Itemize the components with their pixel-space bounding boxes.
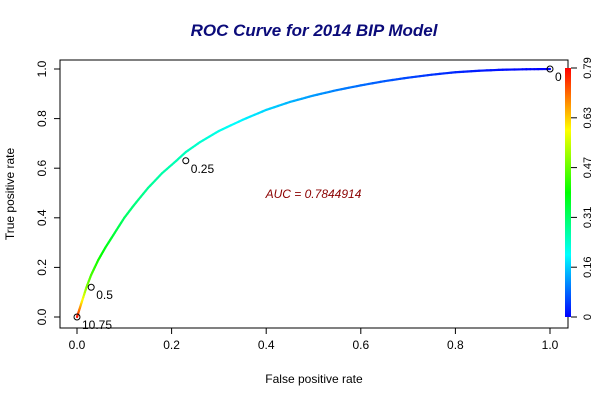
y-tick-label: 0.4 xyxy=(35,209,49,226)
colorbar-tick-label: 0.79 xyxy=(582,57,594,78)
y-tick-label: 1.0 xyxy=(35,60,49,77)
cutoff-point-label: 0 xyxy=(555,70,562,84)
x-tick-label: 0.8 xyxy=(447,338,464,352)
y-axis-label: True positive rate xyxy=(3,148,17,241)
chart-title: ROC Curve for 2014 BIP Model xyxy=(191,21,439,40)
colorbar-tick-label: 0.31 xyxy=(582,207,594,228)
colorbar-bar xyxy=(565,68,571,317)
cutoff-point-label: 10.75 xyxy=(82,318,112,332)
colorbar: 0 0.16 0.31 0.47 0.63 0.79 xyxy=(565,57,594,320)
colorbar-tick-label: 0.16 xyxy=(582,256,594,277)
colorbar-tick-label: 0.63 xyxy=(582,107,594,128)
y-tick-label: 0.0 xyxy=(35,308,49,325)
y-tick-label: 0.6 xyxy=(35,160,49,177)
x-tick-label: 0.2 xyxy=(163,338,180,352)
x-axis: 0.0 0.2 0.4 0.6 0.8 1.0 xyxy=(69,328,559,352)
x-tick-label: 0.6 xyxy=(352,338,369,352)
x-axis-label: False positive rate xyxy=(265,372,363,386)
colorbar-tick-label: 0.47 xyxy=(582,157,594,178)
cutoff-point-label: 0.5 xyxy=(96,288,113,302)
y-tick-label: 0.8 xyxy=(35,110,49,127)
y-axis: 0.0 0.2 0.4 0.6 0.8 1.0 xyxy=(35,60,60,325)
x-tick-label: 0.4 xyxy=(258,338,275,352)
x-tick-label: 0.0 xyxy=(69,338,86,352)
cutoff-point-marker xyxy=(183,158,189,164)
x-tick-label: 1.0 xyxy=(542,338,559,352)
cutoff-point-label: 0.25 xyxy=(191,162,215,176)
colorbar-tick-label: 0 xyxy=(582,314,594,320)
auc-annotation: AUC = 0.7844914 xyxy=(265,187,362,201)
cutoff-point-marker xyxy=(88,284,94,290)
y-tick-label: 0.2 xyxy=(35,259,49,276)
